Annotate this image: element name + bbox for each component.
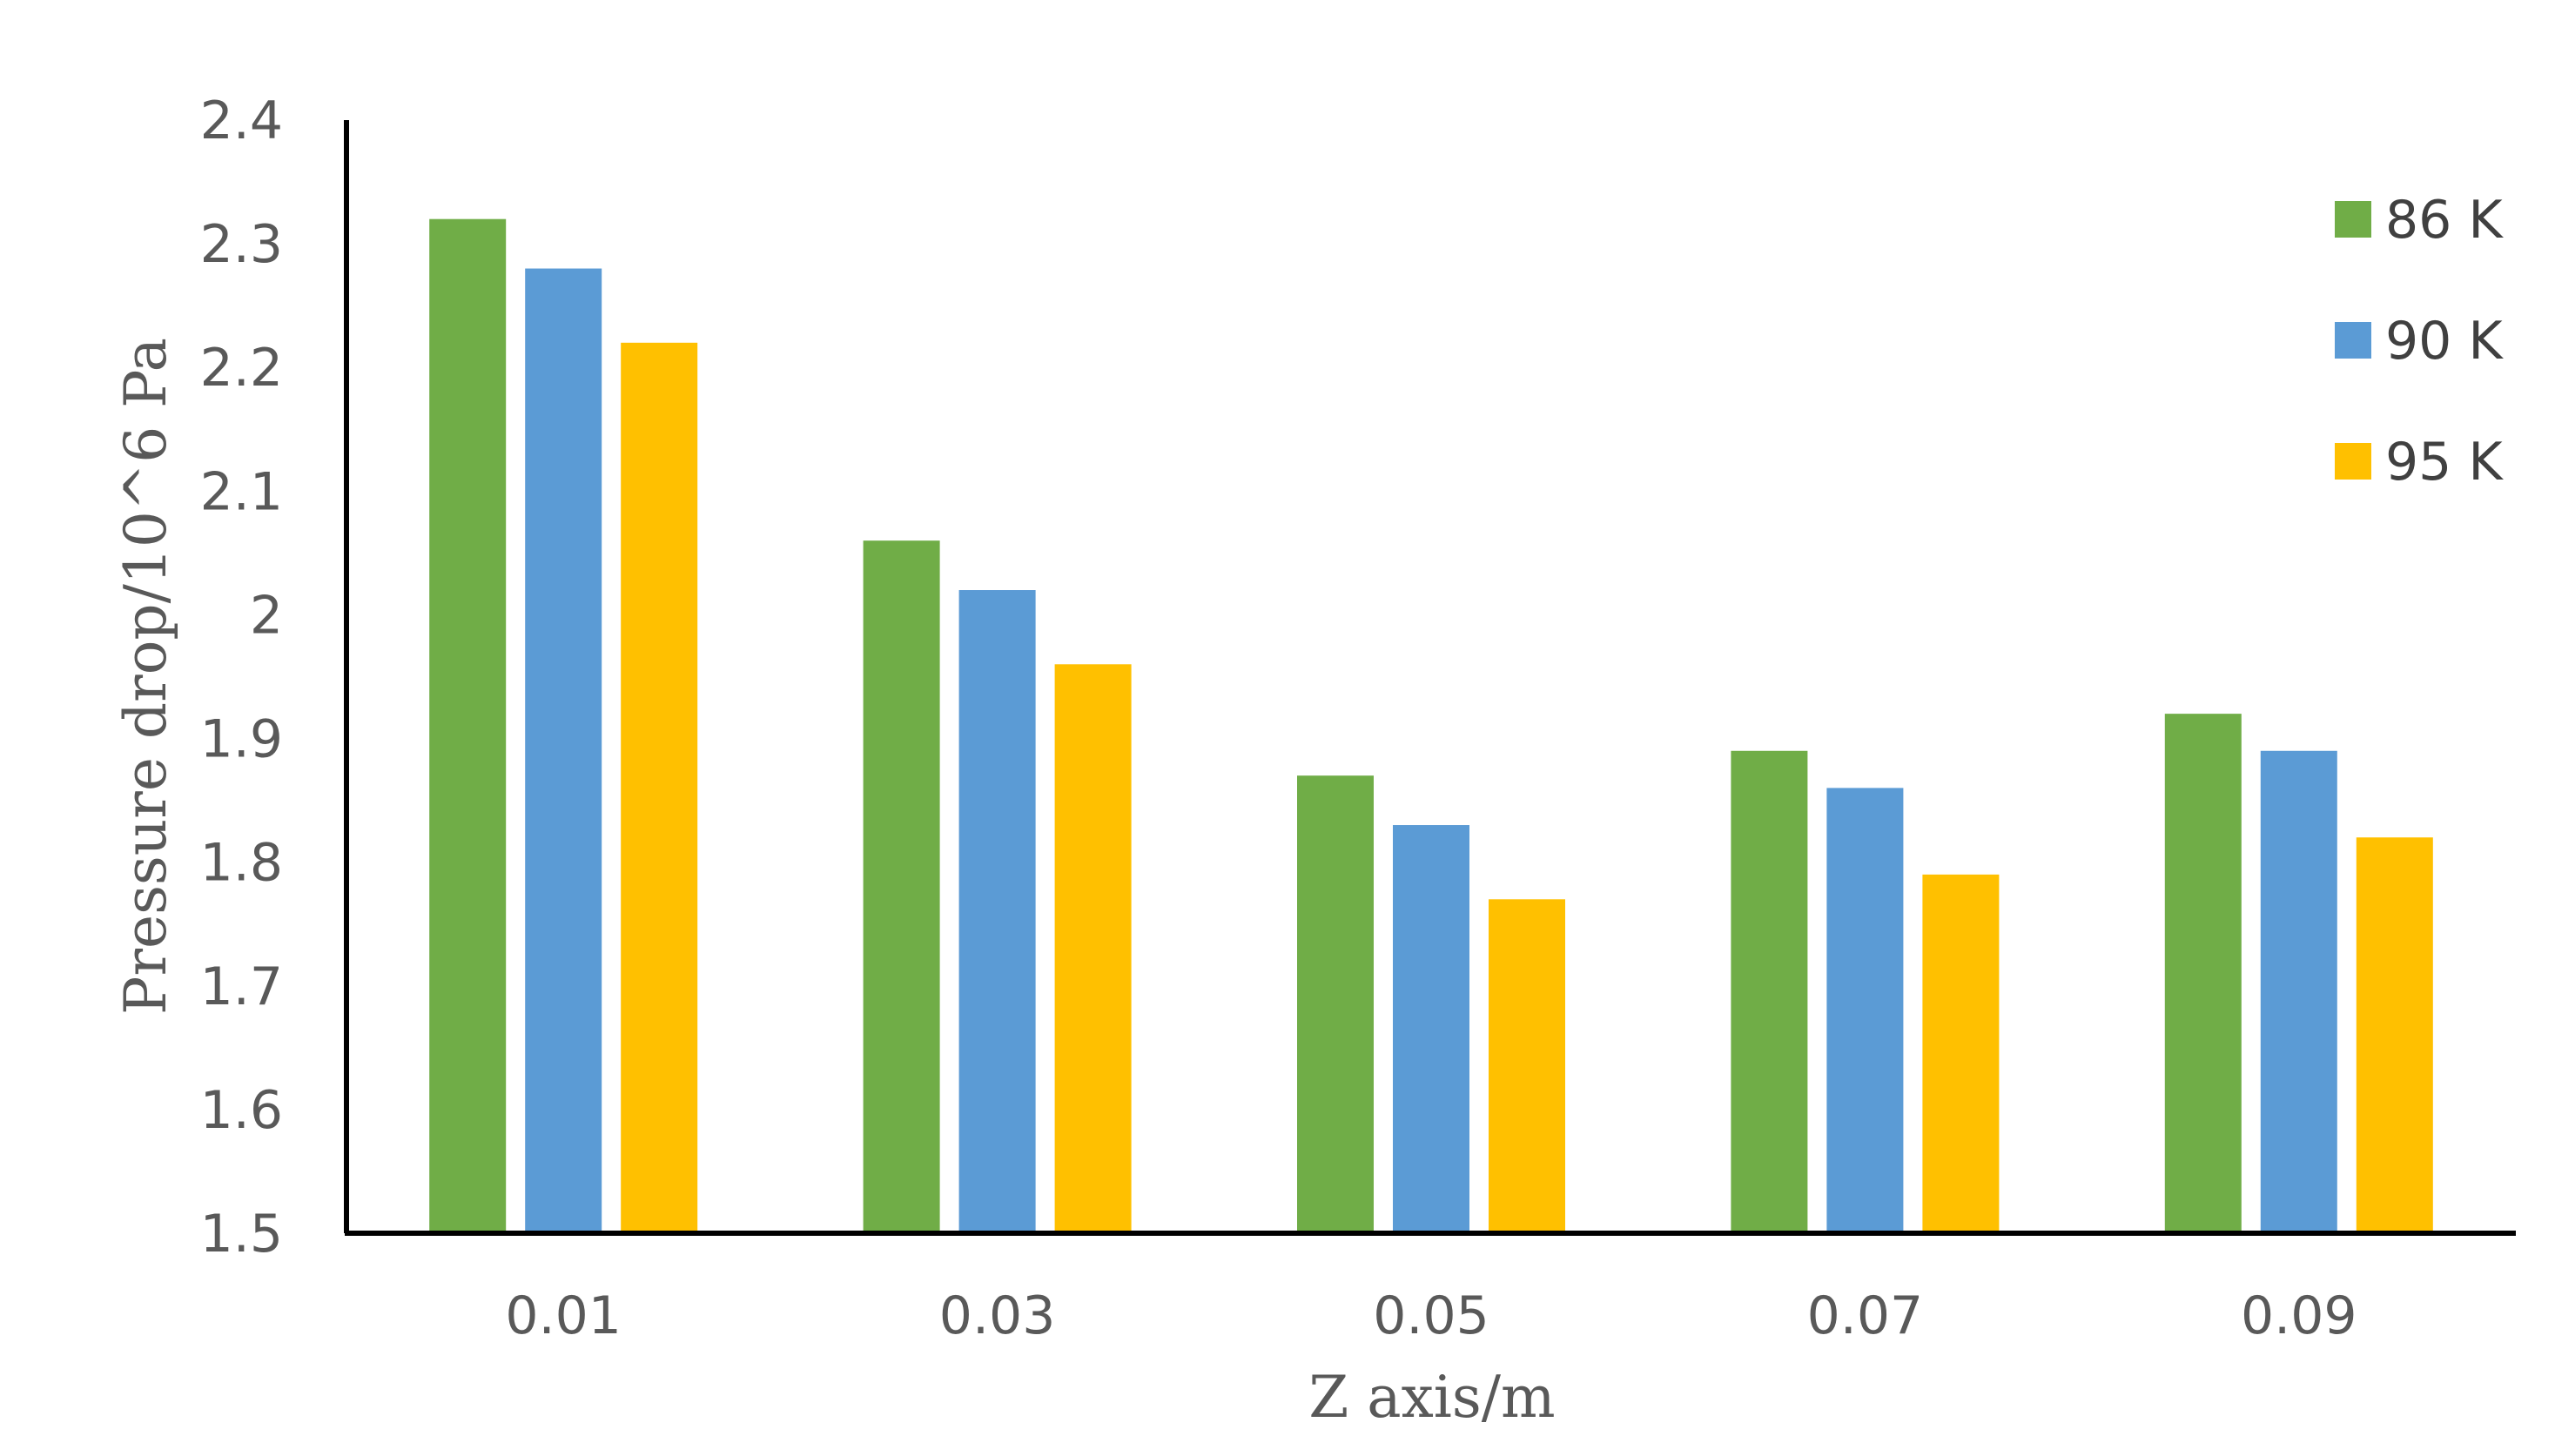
bar-86k-3 [1731, 750, 1808, 1233]
x-tick-label: 0.01 [505, 1285, 622, 1346]
bar-86k-4 [2164, 714, 2242, 1233]
bar-90k-0 [525, 268, 602, 1233]
y-tick-label: 1.9 [200, 709, 283, 770]
legend-label: 95 K [2385, 432, 2504, 493]
legend-swatch [2335, 443, 2371, 480]
bar-86k-1 [863, 540, 940, 1233]
y-tick-label: 2.4 [200, 91, 283, 151]
bars-group [429, 218, 2433, 1234]
y-tick-label: 2 [250, 585, 283, 646]
bar-95k-1 [1054, 664, 1132, 1233]
bar-86k-2 [1297, 775, 1374, 1233]
x-tick-labels: 0.01 0.03 0.05 0.07 0.09 [505, 1285, 2357, 1346]
bar-90k-3 [1826, 788, 1904, 1233]
x-tick-label: 0.03 [939, 1285, 1056, 1346]
legend-swatch [2335, 322, 2371, 359]
legend: 86 K 90 K 95 K [2335, 190, 2504, 493]
y-tick-label: 1.6 [200, 1080, 283, 1141]
x-tick-label: 0.05 [1373, 1285, 1489, 1346]
bar-90k-2 [1393, 825, 1469, 1233]
x-tick-label: 0.07 [1807, 1285, 1924, 1346]
legend-swatch [2335, 201, 2371, 238]
x-tick-label: 0.09 [2241, 1285, 2357, 1346]
bar-90k-4 [2260, 750, 2337, 1233]
y-tick-labels: 1.5 1.6 1.7 1.8 1.9 2 2.1 2.2 2.3 2.4 [200, 91, 283, 1265]
bar-86k-0 [429, 218, 507, 1234]
bar-95k-2 [1489, 899, 1565, 1233]
y-tick-label: 1.8 [200, 833, 283, 894]
y-tick-label: 2.3 [200, 214, 283, 275]
bar-95k-3 [1922, 874, 2000, 1233]
bar-90k-1 [958, 590, 1036, 1233]
x-axis-title: Z axis/m [1308, 1364, 1555, 1431]
y-tick-label: 1.7 [200, 956, 283, 1017]
y-tick-label: 2.1 [200, 461, 283, 522]
bar-95k-4 [2356, 837, 2433, 1233]
bar-95k-0 [621, 342, 698, 1233]
legend-label: 86 K [2385, 190, 2504, 251]
y-tick-label: 2.2 [200, 338, 283, 399]
y-tick-label: 1.5 [200, 1204, 283, 1265]
legend-label: 90 K [2385, 311, 2504, 372]
y-axis-title: Pressure drop/10^6 Pa [112, 338, 179, 1015]
